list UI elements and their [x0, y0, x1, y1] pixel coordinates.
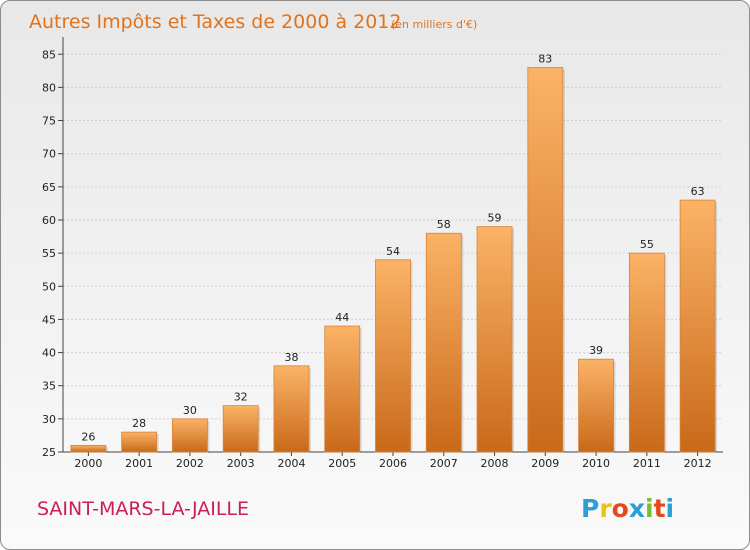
bar-value-label: 55 — [640, 238, 654, 251]
y-tick-label: 55 — [42, 247, 56, 260]
x-tick-label: 2006 — [379, 457, 407, 470]
logo-letter: o — [612, 494, 629, 523]
bar — [375, 259, 411, 453]
logo-letter: P — [581, 494, 599, 523]
bar — [628, 252, 665, 453]
data-labels: 26 28 30 32 38 44 54 58 59 83 39 55 63 — [81, 53, 704, 444]
bar — [324, 325, 361, 453]
bars — [70, 67, 718, 453]
logo-letter: r — [599, 494, 612, 523]
y-tick-label: 65 — [42, 181, 56, 194]
x-tick-label: 2008 — [481, 457, 509, 470]
x-tick-label: 2010 — [582, 457, 610, 470]
x-tick-label: 2005 — [328, 457, 356, 470]
bar-value-label: 59 — [488, 212, 502, 225]
bar-value-label: 39 — [589, 344, 603, 357]
y-tick-label: 85 — [42, 48, 56, 61]
bar — [222, 405, 259, 453]
bar — [679, 199, 716, 453]
x-tick-label: 2009 — [531, 457, 559, 470]
chart-title-unit: (en milliers d'€) — [391, 18, 477, 31]
y-tick-label: 70 — [42, 148, 56, 161]
bar — [476, 226, 513, 453]
bar — [172, 418, 208, 453]
y-tick-label: 30 — [42, 413, 56, 426]
logo-letter: i — [666, 494, 675, 523]
commune-name: SAINT-MARS-LA-JAILLE — [37, 498, 249, 520]
logo-letter: i — [645, 494, 654, 523]
bar — [273, 365, 310, 453]
bar — [578, 358, 614, 453]
y-tick-label: 50 — [42, 280, 56, 293]
proxiti-logo: Proxiti — [581, 494, 674, 523]
y-tick-label: 45 — [42, 313, 56, 326]
logo-letter: x — [629, 494, 645, 523]
bar-value-label: 54 — [386, 245, 400, 258]
x-tick-label: 2000 — [74, 457, 102, 470]
y-tick-label: 40 — [42, 347, 56, 360]
bar-value-label: 30 — [183, 404, 197, 417]
bar — [425, 232, 462, 453]
x-tick-label: 2002 — [176, 457, 204, 470]
x-tick-label: 2007 — [430, 457, 458, 470]
bar — [527, 67, 564, 453]
bar-value-label: 26 — [81, 430, 95, 443]
bar-value-label: 38 — [284, 351, 298, 364]
x-tick-label: 2012 — [684, 457, 712, 470]
x-tick-label: 2004 — [277, 457, 305, 470]
bar-value-label: 32 — [234, 391, 248, 404]
x-tick-label: 2003 — [227, 457, 255, 470]
bar-value-label: 58 — [437, 218, 451, 231]
y-tick-label: 80 — [42, 81, 56, 94]
x-tick-label: 2001 — [125, 457, 153, 470]
bar-value-label: 63 — [691, 185, 705, 198]
bar-value-label: 28 — [132, 417, 146, 430]
chart-title: Autres Impôts et Taxes de 2000 à 2012 — [29, 11, 402, 33]
bar — [121, 431, 158, 453]
y-tick-label: 75 — [42, 115, 56, 128]
bar-value-label: 83 — [538, 53, 552, 66]
y-tick-label: 25 — [42, 446, 56, 459]
y-tick-label: 35 — [42, 380, 56, 393]
bar-value-label: 44 — [335, 311, 349, 324]
bar — [70, 444, 107, 453]
x-tick-label: 2011 — [633, 457, 661, 470]
y-tick-label: 60 — [42, 214, 56, 227]
logo-letter: t — [654, 494, 666, 523]
